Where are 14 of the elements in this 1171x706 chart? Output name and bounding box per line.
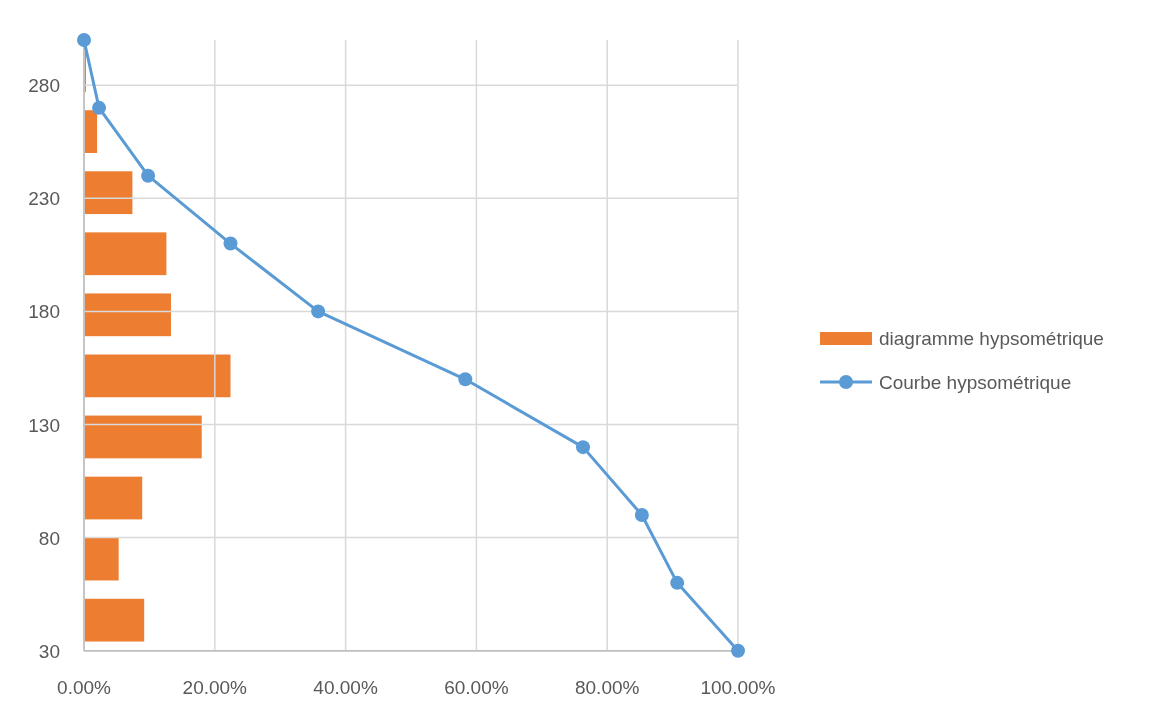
x-tick-label: 20.00%: [182, 676, 248, 698]
legend-label: Courbe hypsométrique: [879, 372, 1072, 393]
y-tick-label: 280: [28, 75, 60, 97]
x-tick-label: 40.00%: [313, 676, 378, 698]
x-tick-label: 60.00%: [444, 676, 509, 698]
y-tick-label: 30: [38, 640, 60, 662]
x-tick-label: 100.00%: [700, 676, 776, 698]
y-tick-label: 80: [38, 527, 60, 549]
legend-label: diagramme hypsométrique: [879, 328, 1104, 349]
x-tick-label: 80.00%: [574, 676, 640, 698]
y-tick-label: 230: [28, 188, 60, 210]
y-tick-label: 130: [28, 414, 60, 436]
y-tick-label: 180: [28, 301, 60, 323]
x-tick-label: 0.00%: [57, 676, 112, 698]
